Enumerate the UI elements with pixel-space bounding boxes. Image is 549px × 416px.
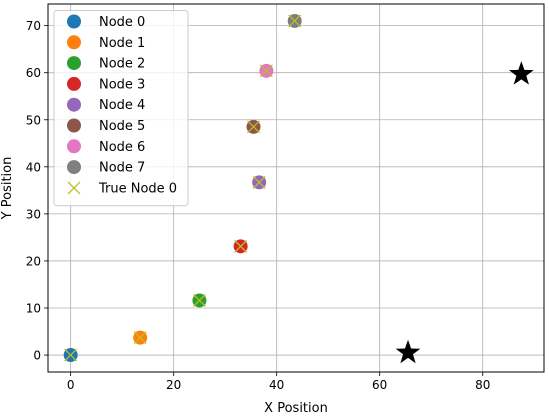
legend-label: Node 1	[99, 36, 145, 51]
legend-label: Node 6	[99, 140, 145, 155]
legend-marker	[67, 14, 81, 29]
legend-label: True Node 0	[98, 181, 177, 196]
data-point-x	[259, 64, 273, 78]
legend: Node 0 Node 1 Node 2 Node 3 Node 4 Node 5 Node…	[53, 10, 189, 207]
legend-marker	[67, 181, 81, 195]
x-axis-label: X Position	[264, 401, 328, 416]
anchor-star	[395, 339, 421, 364]
legend-marker	[67, 139, 81, 154]
x-tick-label: 80	[475, 378, 490, 392]
y-axis-ticks: 0 10 20 30 40 50 60 70	[26, 19, 48, 363]
y-tick-label: 50	[26, 113, 41, 127]
x-tick-label: 40	[269, 378, 284, 392]
y-tick-label: 70	[26, 19, 41, 33]
legend-marker	[67, 160, 81, 175]
data-point-x	[288, 14, 302, 28]
legend-box	[53, 10, 189, 207]
legend-label: Node 2	[99, 57, 145, 72]
x-axis-ticks: 0 20 40 60 80	[67, 372, 490, 392]
legend-label: Node 0	[99, 15, 145, 30]
data-point-x	[247, 120, 260, 134]
data-point-x	[252, 175, 266, 189]
legend-marker	[67, 35, 81, 50]
x-tick-label: 20	[166, 378, 181, 392]
legend-label: Node 3	[99, 77, 145, 92]
y-tick-label: 40	[26, 160, 41, 174]
y-tick-label: 30	[26, 207, 41, 221]
legend-label: Node 4	[99, 98, 145, 113]
data-point-x	[133, 331, 147, 345]
data-point-x	[192, 294, 206, 307]
data-points	[63, 13, 534, 364]
anchor-star	[508, 61, 534, 85]
legend-marker	[67, 118, 81, 133]
data-point-x	[234, 239, 248, 253]
y-tick-label: 60	[26, 66, 41, 80]
data-point-x	[64, 348, 78, 362]
legend-label: Node 5	[99, 119, 145, 134]
legend-marker	[67, 56, 81, 71]
legend-marker	[67, 97, 81, 112]
y-tick-label: 0	[33, 349, 41, 363]
y-tick-label: 20	[26, 254, 41, 268]
legend-marker	[67, 76, 81, 91]
legend-label: Node 7	[99, 161, 145, 176]
x-tick-label: 60	[372, 378, 387, 392]
y-axis-label: Y Position	[0, 157, 15, 221]
plot-frame	[47, 3, 545, 373]
y-tick-label: 10	[26, 302, 41, 316]
x-tick-label: 0	[67, 378, 75, 392]
